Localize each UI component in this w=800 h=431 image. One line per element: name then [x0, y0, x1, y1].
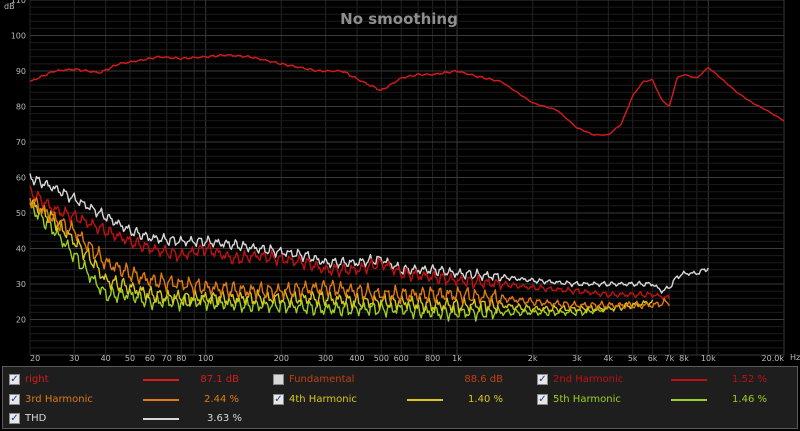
x-tick-label: 6k [648, 354, 658, 363]
y-tick-label: 50 [16, 209, 26, 218]
legend-label: 5th Harmonic [553, 394, 621, 405]
x-tick-label: 40 [101, 354, 111, 363]
x-tick-label: 3k [572, 354, 582, 363]
series-line-4th-harmonic [29, 199, 654, 314]
legend-label: right [25, 374, 49, 385]
series-line-3rd-harmonic [29, 196, 670, 310]
x-tick-label: 100 [198, 354, 213, 363]
legend-value: 1.46 % [732, 394, 767, 405]
x-tick-label: 1k [452, 354, 462, 363]
legend-item-4th-harmonic[interactable]: ✓ 4th Harmonic 1.40 % [267, 390, 531, 410]
legend-swatch [407, 399, 443, 401]
x-tick-label: 4k [603, 354, 613, 363]
legend-value: 2.44 % [204, 394, 239, 405]
right-checkbox[interactable]: ✓ [9, 374, 20, 385]
series-line-2nd-harmonic [29, 185, 671, 301]
y-tick-label: 80 [16, 103, 26, 112]
x-tick-label: 500 [374, 354, 389, 363]
5th-harmonic-checkbox[interactable]: ✓ [537, 394, 548, 405]
legend-swatch [671, 379, 707, 381]
legend-row-1: ✓ right 87.1 dB Fundamental 88.6 dB ✓ 2n… [3, 370, 797, 390]
legend-swatch [143, 418, 179, 420]
legend-value: 3.63 % [207, 413, 242, 424]
legend-value: 87.1 dB [200, 374, 239, 385]
x-tick-label: 80 [176, 354, 186, 363]
legend-label: 4th Harmonic [289, 394, 357, 405]
y-tick-label: 60 [16, 174, 26, 183]
legend-item-2nd-harmonic[interactable]: ✓ 2nd Harmonic 1.52 % [531, 370, 795, 390]
x-tick-label: 200 [274, 354, 289, 363]
x-tick-label: 5k [628, 354, 638, 363]
x-tick-label: 300 [318, 354, 333, 363]
4th-harmonic-checkbox[interactable]: ✓ [273, 394, 284, 405]
y-tick-label: 110 [11, 0, 26, 5]
legend-swatch [671, 399, 707, 401]
x-tick-label: 600 [394, 354, 409, 363]
frequency-response-chart[interactable]: 20 30 40 50 60 70 80 90 100 110 20 30 40 50 60 70 80 100 2… [0, 0, 800, 366]
x-tick-label: 7k [665, 354, 675, 363]
3rd-harmonic-checkbox[interactable]: ✓ [9, 394, 20, 405]
legend-value: 1.40 % [468, 394, 503, 405]
x-tick-label: 20.0k [762, 354, 785, 363]
legend-value: 88.6 dB [464, 374, 503, 385]
series-line-right [29, 53, 785, 136]
x-tick-label: 70 [162, 354, 172, 363]
x-axis-unit: Hz [790, 353, 800, 362]
y-tick-label: 40 [16, 245, 26, 254]
chart-series [29, 53, 785, 322]
y-tick-label: 100 [11, 32, 26, 41]
legend-panel: ✓ right 87.1 dB Fundamental 88.6 dB ✓ 2n… [2, 366, 798, 429]
legend-item-3rd-harmonic[interactable]: ✓ 3rd Harmonic 2.44 % [3, 390, 267, 410]
legend-item-fundamental[interactable]: Fundamental 88.6 dB [267, 370, 531, 390]
legend-swatch [143, 379, 179, 381]
x-tick-label: 50 [125, 354, 135, 363]
chart-title: No smoothing [340, 10, 458, 28]
legend-value: 1.52 % [732, 374, 767, 385]
x-tick-label: 8k [679, 354, 689, 363]
x-tick-label: 2k [528, 354, 538, 363]
legend-item-right[interactable]: ✓ right 87.1 dB [3, 370, 267, 390]
series-line-5th-harmonic [29, 201, 609, 322]
legend-row-2: ✓ 3rd Harmonic 2.44 % ✓ 4th Harmonic 1.4… [3, 390, 797, 410]
legend-label: THD [25, 413, 47, 424]
y-tick-label: 90 [16, 67, 26, 76]
x-tick-label: 400 [349, 354, 364, 363]
legend-swatch [143, 399, 179, 401]
y-axis-unit: dB [4, 2, 15, 11]
y-tick-label: 20 [16, 316, 26, 325]
chart-grid [29, 0, 785, 356]
2nd-harmonic-checkbox[interactable]: ✓ [537, 374, 548, 385]
x-tick-label: 20 [30, 354, 40, 363]
legend-item-5th-harmonic[interactable]: ✓ 5th Harmonic 1.46 % [531, 390, 795, 410]
series-line-thd [29, 173, 709, 294]
thd-checkbox[interactable]: ✓ [9, 413, 20, 424]
x-tick-label: 30 [69, 354, 79, 363]
legend-label: 3rd Harmonic [25, 394, 93, 405]
legend-label: 2nd Harmonic [553, 374, 624, 385]
y-tick-label: 70 [16, 138, 26, 147]
legend-row-3: ✓ THD 3.63 % [3, 409, 797, 429]
chart-axis-labels: 20 30 40 50 60 70 80 90 100 110 20 30 40 50 60 70 80 100 2… [11, 0, 785, 363]
legend-label: Fundamental [289, 374, 355, 385]
legend-item-thd[interactable]: ✓ THD 3.63 % [3, 409, 267, 429]
x-tick-label: 800 [425, 354, 440, 363]
y-tick-label: 30 [16, 280, 26, 289]
x-tick-label: 10k [701, 354, 716, 363]
fundamental-checkbox[interactable] [273, 374, 284, 385]
x-tick-label: 60 [145, 354, 155, 363]
